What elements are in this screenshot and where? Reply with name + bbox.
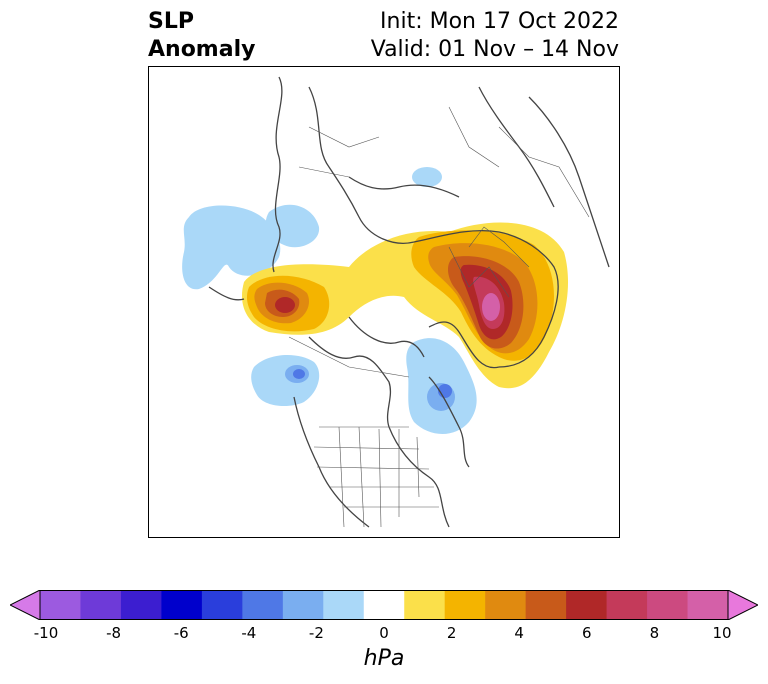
anomaly-small-low <box>412 167 442 187</box>
colorbar-tick-label: 10 <box>712 624 732 642</box>
colorbar-unit-label: hPa <box>363 646 405 671</box>
anomaly-alaska-high-center <box>275 297 295 313</box>
colorbar-cell <box>161 590 203 620</box>
colorbar-tick-label: -4 <box>241 624 257 642</box>
init-date: Init: Mon 17 Oct 2022 <box>380 9 619 34</box>
colorbar-tick-label: 8 <box>649 624 660 642</box>
colorbar-outline <box>39 590 729 620</box>
title-variable: SLP <box>148 9 194 34</box>
colorbar-extend-high <box>727 590 758 620</box>
colorbar-tick-label: 2 <box>446 624 457 642</box>
colorbar-cell <box>566 590 608 620</box>
colorbar-cell <box>444 590 486 620</box>
colorbar-cell <box>40 590 81 620</box>
date-block: Init: Mon 17 Oct 2022 Valid: 01 Nov – 14… <box>371 8 619 64</box>
map-panel <box>148 66 620 538</box>
colorbar-cell <box>323 590 365 620</box>
colorbar-cell <box>647 590 689 620</box>
title-block: SLP Anomaly <box>148 8 255 64</box>
colorbar-cell <box>201 590 243 620</box>
anomaly-pacific-low <box>182 205 281 290</box>
colorbar-cell <box>80 590 122 620</box>
colorbar-cell <box>404 590 446 620</box>
colorbar-tick-label: 0 <box>379 624 389 642</box>
valid-dates: Valid: 01 Nov – 14 Nov <box>370 37 619 62</box>
coastlines <box>208 76 610 528</box>
colorbar-tick-label: 6 <box>582 624 592 642</box>
colorbar-cell <box>120 590 162 620</box>
colorbar-tick-label: -8 <box>106 624 122 642</box>
colorbar-tick-label: 4 <box>514 624 524 642</box>
anomaly-gulf-alaska-low <box>251 355 320 407</box>
colorbar-cell <box>525 590 567 620</box>
slp-anomaly-map <box>182 76 610 528</box>
colorbar-cell <box>687 590 729 620</box>
colorbar-cell <box>282 590 324 620</box>
colorbar-tick-label: -6 <box>173 624 189 642</box>
anomaly-ural-high-center <box>482 293 500 321</box>
colorbar-cell <box>363 590 405 620</box>
colorbar <box>10 590 758 620</box>
colorbar-tick-label: -10 <box>33 624 59 642</box>
colorbar-cell <box>485 590 527 620</box>
colorbar-cell <box>242 590 284 620</box>
anomaly-gulf-alaska-center <box>293 369 305 379</box>
colorbar-extend-low <box>10 590 41 620</box>
colorbar-tick-label: -2 <box>308 624 324 642</box>
colorbar-ticks: -10 -8 -6 -4 -2 0 2 4 6 8 10 <box>0 624 768 644</box>
anomaly-aleutian-low <box>265 204 320 248</box>
title-quantity: Anomaly <box>148 37 256 62</box>
borders <box>288 106 590 528</box>
colorbar-cell <box>606 590 648 620</box>
